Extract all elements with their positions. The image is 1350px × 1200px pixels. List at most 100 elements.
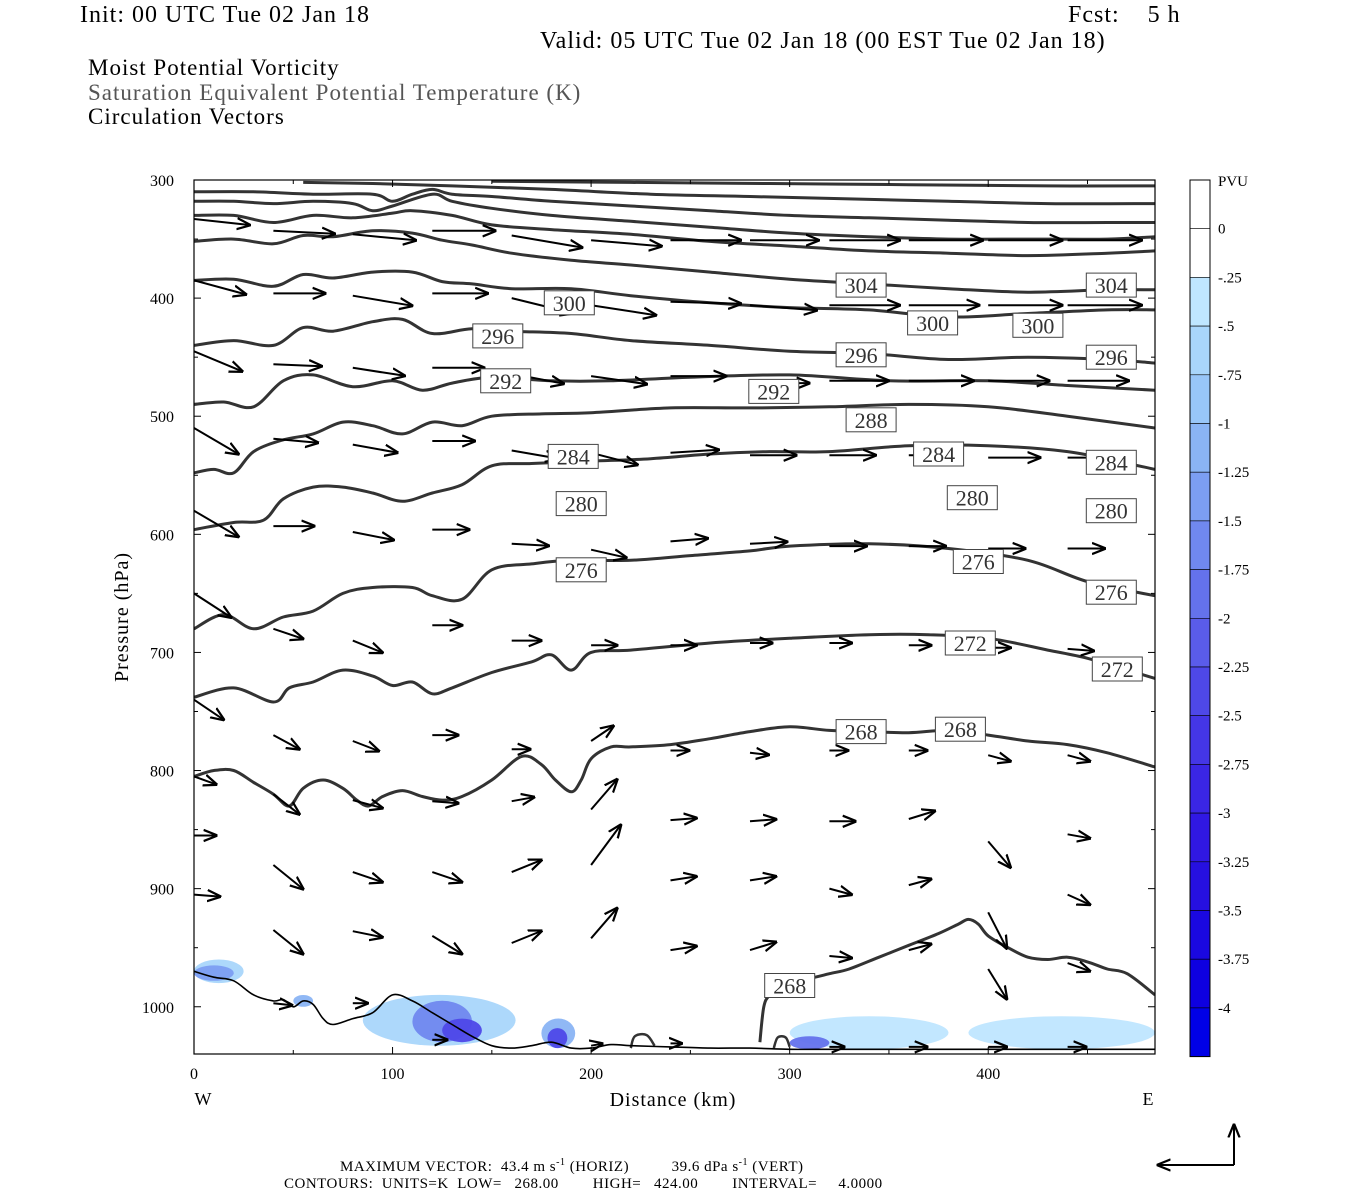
circulation-vector: [591, 240, 661, 246]
max-vector-vert: 39.6 dPa s: [671, 1159, 739, 1175]
contour-label-box: [913, 441, 965, 467]
circulation-vector: [511, 544, 549, 546]
contour-label-box: [1091, 656, 1143, 682]
colorbar-tick-label: -.75: [1218, 368, 1242, 384]
circulation-vector: [431, 871, 462, 882]
colorbar-bin: [1189, 423, 1211, 473]
contour-label-box: [1085, 579, 1137, 605]
contour-label-box: [835, 719, 887, 745]
colorbar-bin: [1189, 520, 1211, 570]
terrain-layer: [194, 970, 1155, 1051]
circulation-vector: [352, 294, 412, 306]
circulation-vector: [749, 542, 787, 544]
colorbar-tick-label: -4: [1218, 1001, 1231, 1017]
colorbar-bin: [1189, 764, 1211, 814]
y-tick-label: 900: [150, 882, 174, 899]
circulation-vector: [590, 375, 647, 384]
theta-e-contour-308: [194, 192, 1155, 241]
contour-label-box: [1085, 449, 1137, 475]
contour-label: 304: [845, 273, 878, 298]
theta-e-contour-304: [194, 209, 1155, 258]
field-title-theta-e: Saturation Equivalent Potential Temperat…: [88, 80, 582, 105]
circulation-vector: [194, 279, 246, 294]
contour-label: 304: [1095, 273, 1128, 298]
circulation-vector: [1067, 755, 1090, 761]
circulation-vector: [829, 956, 851, 958]
contour-label-box: [764, 973, 816, 998]
circulation-vector: [829, 889, 851, 895]
circulation-vector: [749, 305, 817, 310]
contour-label-box: [1012, 312, 1064, 338]
circulation-vector: [194, 698, 224, 720]
circulation-vector: [194, 776, 216, 784]
theta-e-contour-268: [194, 725, 1155, 808]
contour-label-box: [547, 443, 599, 469]
colorbar-bin: [1189, 715, 1211, 765]
pv-shading-layer: [194, 959, 1155, 1050]
theta-e-contour-bump: [629, 1032, 656, 1049]
circulation-vector-layer: [194, 219, 1142, 1047]
circulation-vector: [670, 818, 697, 820]
y-tick-label: 500: [150, 409, 174, 426]
contour-label: 296: [1095, 345, 1128, 370]
circulation-vector: [908, 811, 935, 819]
colorbar-tick-label: -1.5: [1218, 514, 1242, 530]
contour-label-box: [472, 323, 524, 349]
contour-label: 272: [954, 631, 987, 656]
contour-label-box: [1085, 498, 1137, 524]
circulation-vector: [590, 726, 613, 742]
contour-label: 292: [489, 369, 522, 394]
circulation-vector: [194, 219, 250, 225]
circulation-vector: [352, 531, 394, 540]
pv-shade-patch: [968, 1016, 1155, 1050]
contour-label-box: [555, 557, 607, 583]
contour-label-box: [1085, 344, 1137, 370]
x-tick-label: 300: [778, 1066, 802, 1083]
pv-shade-patch: [547, 1028, 568, 1049]
contour-label-box: [907, 310, 959, 336]
contour-label-box: [1085, 272, 1137, 298]
circulation-vector: [432, 801, 458, 803]
y-tick-label: 400: [150, 291, 174, 308]
circulation-vector: [352, 800, 383, 808]
colorbar-bin: [1189, 374, 1211, 424]
contour-label-box: [480, 368, 532, 394]
contour-label: 276: [1095, 580, 1128, 605]
circulation-vector: [431, 935, 462, 954]
circulation-vector: [273, 439, 317, 443]
theta-e-contour-284: [194, 402, 1155, 476]
circulation-vector: [987, 755, 1010, 761]
contour-label: 280: [565, 492, 598, 517]
circulation-vector: [511, 797, 534, 801]
y-tick-label: 1000: [142, 1000, 174, 1017]
contour-label: 276: [962, 550, 995, 575]
circulation-vector: [1067, 834, 1090, 838]
colorbar-tick-label: -.5: [1218, 319, 1234, 335]
contour-label: 268: [944, 717, 977, 742]
circulation-vector: [194, 592, 231, 617]
colorbar-frame: [1189, 179, 1211, 1058]
colorbar-tick-label: -3.5: [1218, 904, 1242, 920]
circulation-vector: [670, 302, 741, 304]
circulation-vector: [908, 944, 931, 950]
colorbar-bin: [1189, 958, 1211, 1009]
circulation-vector: [511, 860, 542, 874]
circulation-vector: [194, 427, 238, 454]
circulation-vector: [670, 538, 708, 541]
contour-label: 300: [916, 311, 949, 336]
circulation-vector: [749, 942, 776, 950]
contour-label: 280: [1095, 499, 1128, 524]
colorbar-tick-label: -1.25: [1218, 465, 1249, 481]
contour-label: 300: [1021, 313, 1054, 338]
x-tick-label: 400: [976, 1066, 1000, 1083]
pv-shade-patch: [789, 1036, 830, 1050]
circulation-vector: [352, 443, 397, 453]
colorbar-bin: [1189, 666, 1211, 717]
colorbar-tick-label: -3.25: [1218, 855, 1249, 871]
contour-label: 300: [553, 291, 586, 316]
circulation-vector: [1067, 649, 1094, 651]
colorbar-tick-label: -3.75: [1218, 952, 1249, 968]
x-axis-label: Distance (km): [610, 1089, 737, 1111]
circulation-vector: [511, 931, 542, 944]
